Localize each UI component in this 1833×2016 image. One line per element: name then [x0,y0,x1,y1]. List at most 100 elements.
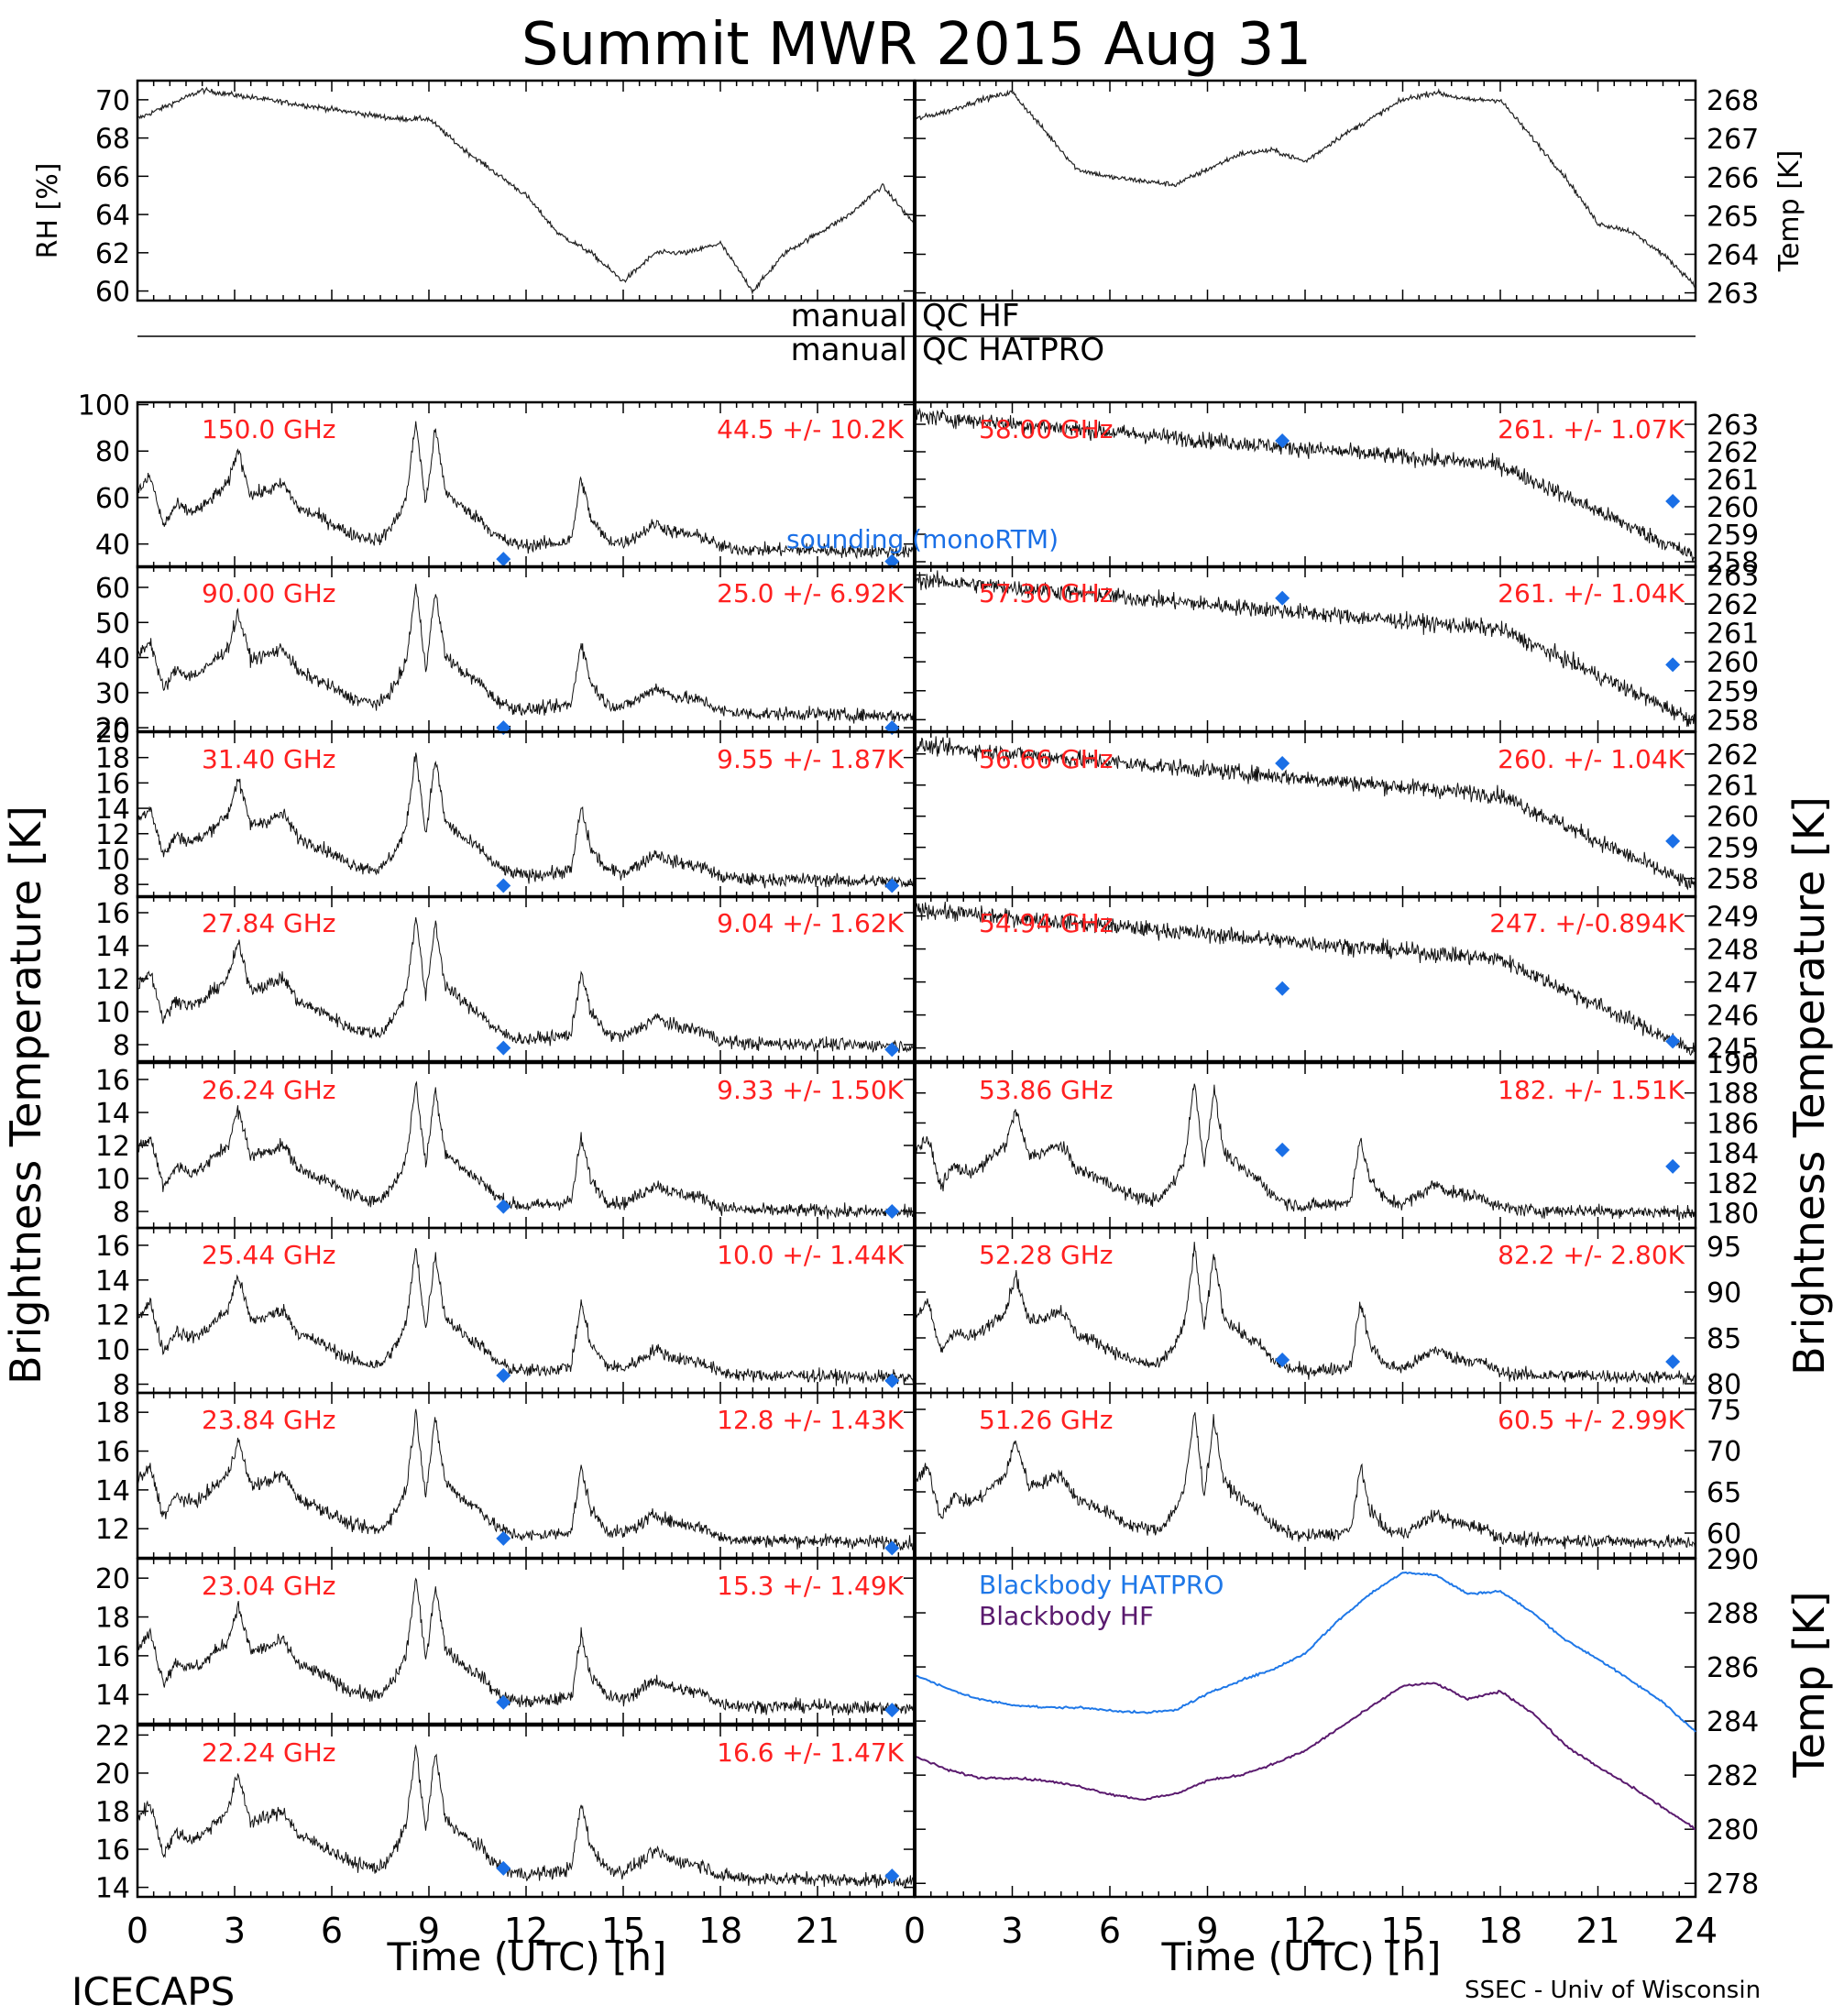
y-tick-label: 50 [95,608,130,640]
x-tick-label-left: 15 [601,1911,645,1951]
sounding-marker [496,552,511,567]
y-tick-label: 20 [95,713,130,745]
y-tick-label: 261 [1707,619,1759,651]
qc-hatpro-label: QC HATPRO [922,332,1104,368]
brightness-series-line [914,407,1696,563]
y-tick-label: 260 [1707,802,1759,834]
y-tick-label: 64 [95,200,130,232]
x-tick-label-right: 6 [1099,1911,1121,1951]
sounding-marker [884,1703,900,1718]
sounding-marker [496,1694,511,1710]
y-tick-label: 249 [1707,902,1759,934]
sounding-marker [1275,755,1290,771]
y-tick-label: 16 [95,1437,130,1469]
y-tick-label: 14 [95,794,130,826]
y-tick-label: 278 [1707,1868,1759,1901]
left-xlabel: Time (UTC) [h] [387,1934,667,1979]
y-tick-label: 70 [1707,1436,1741,1468]
channel-frequency-label: 52.28 GHz [979,1240,1114,1270]
rh-series-line [137,86,916,296]
y-tick-label: 20 [95,1759,130,1791]
channel-stat-label: 260. +/- 1.04K [1498,744,1685,774]
y-tick-label: 262 [1707,437,1759,469]
sounding-marker [884,1373,900,1388]
y-tick-label: 90 [1707,1277,1741,1309]
y-tick-label: 190 [1707,1048,1759,1080]
y-tick-label: 95 [1707,1232,1741,1264]
y-tick-label: 188 [1707,1079,1759,1111]
panel-right-blackbody: 278 280 282 284 286 288 290 Blackbody HATPROBla… [913,1544,1759,1901]
y-tick-label: 16 [95,1065,130,1097]
y-tick-label: 180 [1707,1199,1759,1231]
brightness-series-line [137,1408,916,1550]
channel-stat-label: 44.5 +/- 10.2K [717,414,904,444]
y-tick-label: 268 [1707,85,1759,117]
y-tick-label: 80 [1707,1369,1741,1401]
left-ylabel: Brightness Temperature [K] [1,805,50,1385]
qc-hatpro-manual: manual [791,332,907,368]
y-tick-label: 80 [95,436,130,468]
y-tick-label: 14 [95,1873,130,1905]
sounding-marker [1275,981,1290,996]
y-tick-label: 20 [95,718,130,750]
y-tick-label: 40 [95,530,130,562]
y-tick-label: 70 [95,85,130,117]
x-tick-label-left: 0 [126,1911,148,1951]
blackbody-legend-0: Blackbody HATPRO [979,1570,1224,1600]
channel-stat-label: 60.5 +/- 2.99K [1498,1405,1685,1435]
sounding-marker [884,1042,900,1057]
qc-hf-manual: manual [791,298,907,334]
channel-stat-label: 261. +/- 1.04K [1498,578,1685,608]
y-tick-label: 266 [1707,162,1759,194]
sounding-marker [496,1199,511,1214]
sounding-marker [1665,1034,1681,1049]
channel-frequency-label: 23.84 GHz [202,1405,336,1435]
y-tick-label: 14 [95,1098,130,1130]
channel-frequency-label: 150.0 GHz [202,414,336,444]
y-tick-label: 16 [95,898,130,930]
sounding-marker [884,1540,900,1556]
sounding-marker [1665,1354,1681,1369]
y-tick-label: 261 [1707,771,1759,803]
y-tick-label: 12 [95,1131,130,1163]
y-tick-label: 20 [95,1563,130,1595]
x-tick-label-left: 18 [698,1911,742,1951]
panel-left-0: 40 60 80 100 150.0 GHz 44.5 +/- 10.2K [78,390,916,569]
y-tick-label: 60 [95,483,130,515]
y-tick-label: 66 [95,161,130,193]
brightness-series-line [137,584,916,724]
channel-stat-label: 9.55 +/- 1.87K [717,744,904,774]
y-tick-label: 8 [113,1370,130,1402]
channel-frequency-label: 27.84 GHz [202,908,336,938]
channel-stat-label: 9.04 +/- 1.62K [717,908,904,938]
y-tick-label: 182 [1707,1168,1759,1200]
footer-left: ICECAPS [71,1969,235,2014]
x-tick-label-right: 0 [904,1911,926,1951]
y-tick-label: 10 [95,997,130,1029]
channel-frequency-label: 51.26 GHz [979,1405,1114,1435]
brightness-series-line [137,1577,916,1716]
y-tick-label: 8 [113,870,130,902]
y-tick-label: 12 [95,964,130,996]
channel-stat-label: 182. +/- 1.51K [1498,1075,1685,1105]
y-tick-label: 259 [1707,676,1759,708]
panel-left-met: 60 62 64 66 68 70 [95,79,916,309]
channel-frequency-label: 23.04 GHz [202,1571,336,1601]
brightness-series-line [137,916,916,1055]
x-tick-label-right: 24 [1674,1911,1718,1951]
figure-title: Summit MWR 2015 Aug 31 [521,11,1312,79]
x-tick-label-right: 12 [1283,1911,1327,1951]
sounding-marker [1665,657,1681,673]
y-tick-label: 12 [95,1514,130,1546]
channel-stat-label: 10.0 +/- 1.44K [717,1240,904,1270]
y-tick-label: 14 [95,1680,130,1712]
y-tick-label: 16 [95,1231,130,1263]
x-tick-label-right: 3 [1001,1911,1023,1951]
x-tick-label-left: 3 [224,1911,246,1951]
sounding-marker [884,1204,900,1219]
blackbody-legend-1: Blackbody HF [979,1601,1154,1631]
y-tick-label: 288 [1707,1598,1759,1630]
channel-frequency-label: 26.24 GHz [202,1075,336,1105]
y-tick-label: 258 [1707,705,1759,737]
